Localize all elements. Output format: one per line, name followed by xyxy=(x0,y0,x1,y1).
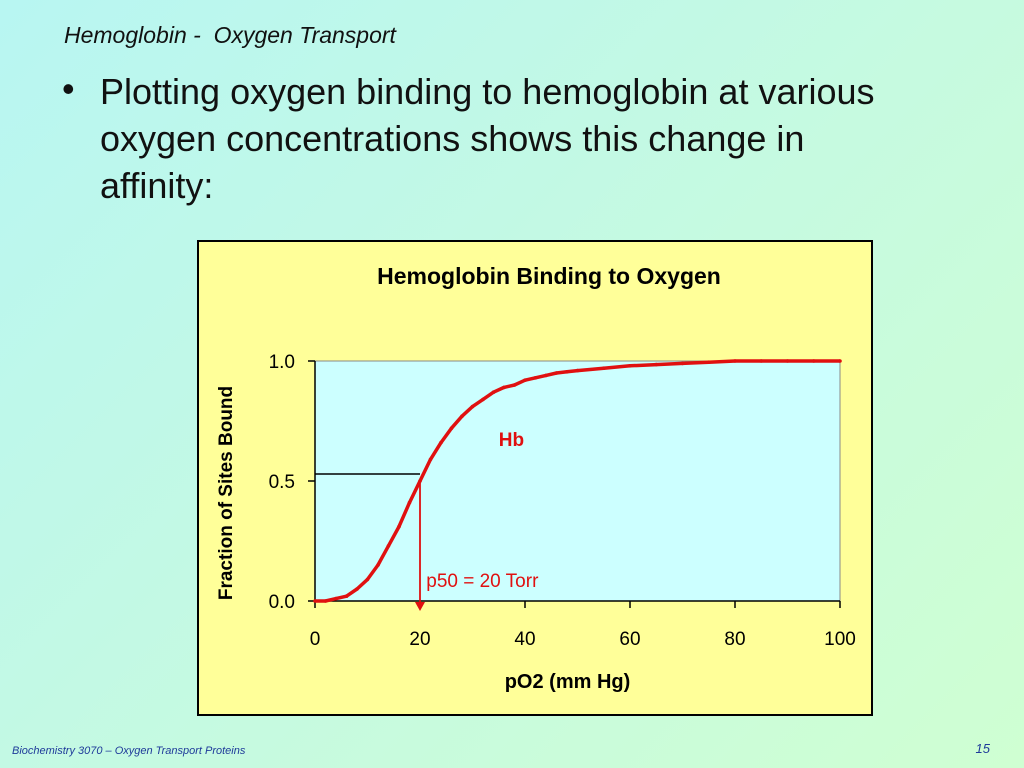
data-point xyxy=(481,397,485,402)
data-point xyxy=(680,361,685,366)
data-point xyxy=(418,479,422,483)
data-point xyxy=(811,359,816,363)
data-point xyxy=(502,385,506,390)
data-point xyxy=(365,577,370,582)
data-point xyxy=(439,440,443,445)
data-point xyxy=(386,544,391,548)
y-tick-label: 1.0 xyxy=(269,352,295,373)
data-point xyxy=(491,390,496,394)
data-point xyxy=(533,376,538,380)
data-point xyxy=(733,359,737,363)
data-point xyxy=(344,594,349,598)
x-tick-label: 100 xyxy=(824,629,856,650)
y-axis-label: Fraction of Sites Bound xyxy=(216,386,237,600)
chart-title: Hemoglobin Binding to Oxygen xyxy=(377,263,721,289)
x-tick-label: 60 xyxy=(619,629,640,650)
data-point xyxy=(544,373,548,378)
plot-area xyxy=(314,360,841,602)
oxygen-binding-chart: Hemoglobin Binding to Oxygen 0 20 40 60 80 100… xyxy=(216,263,856,693)
x-axis-label: pO2 (mm Hg) xyxy=(505,671,631,693)
bullet-marker: • xyxy=(62,68,75,109)
data-point xyxy=(759,359,764,363)
data-point xyxy=(428,457,433,462)
data-point xyxy=(575,368,580,373)
chart-container: Hemoglobin Binding to Oxygen 0 20 40 60 80 100… xyxy=(197,240,873,716)
y-tick-label: 0.0 xyxy=(269,592,295,613)
data-point xyxy=(523,378,527,382)
data-point xyxy=(397,524,401,529)
x-tick-label: 0 xyxy=(310,629,321,650)
data-point xyxy=(460,414,464,418)
data-point xyxy=(313,599,317,603)
series-line-hb xyxy=(315,359,840,603)
data-point xyxy=(449,426,454,430)
data-point xyxy=(601,366,606,370)
series-label-hb: Hb xyxy=(499,430,524,451)
data-point xyxy=(355,587,359,591)
y-tick-label: 0.5 xyxy=(269,472,295,493)
data-point xyxy=(334,596,338,601)
bullet-text: Plotting oxygen binding to hemoglobin at… xyxy=(100,71,875,206)
data-point xyxy=(407,500,412,505)
data-point xyxy=(512,383,517,387)
page-number: 15 xyxy=(975,741,990,756)
p50-arrowhead xyxy=(415,602,425,611)
x-tick-label: 80 xyxy=(724,629,745,650)
data-point xyxy=(628,364,632,368)
x-tick-label: 20 xyxy=(409,629,430,650)
data-point xyxy=(376,563,380,567)
footer-course-label: Biochemistry 3070 – Oxygen Transport Pro… xyxy=(12,745,246,757)
data-point xyxy=(706,360,711,364)
p50-annotation: p50 = 20 Torr xyxy=(426,571,539,592)
data-point xyxy=(323,599,328,603)
data-point xyxy=(470,404,475,409)
data-point xyxy=(654,362,659,367)
data-point xyxy=(565,370,569,374)
data-point xyxy=(554,371,559,375)
data-point xyxy=(785,359,790,363)
data-point xyxy=(838,359,842,363)
slide-title: Hemoglobin - Oxygen Transport xyxy=(64,22,396,48)
x-tick-label: 40 xyxy=(514,629,535,650)
